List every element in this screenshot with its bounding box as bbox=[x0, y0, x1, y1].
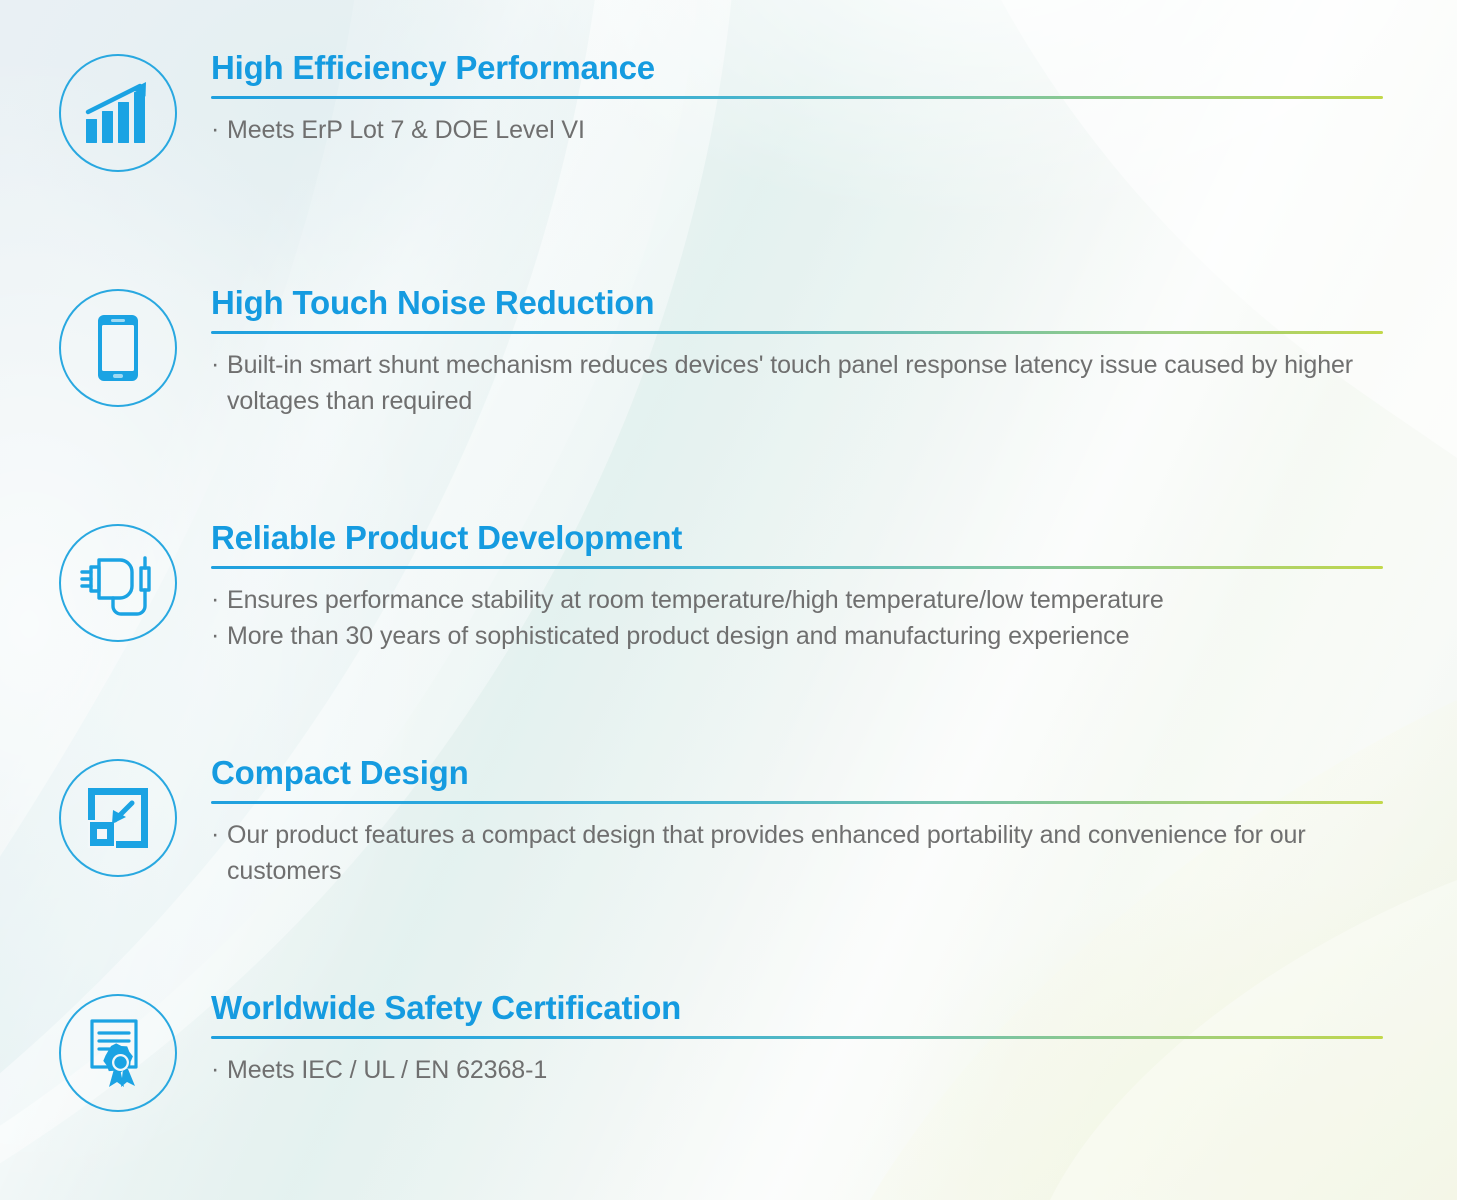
feature-bullet-list: Meets IEC / UL / EN 62368-1 bbox=[211, 1051, 1383, 1089]
feature-title: Reliable Product Development bbox=[211, 519, 683, 556]
feature-bullet-list: Built-in smart shunt mechanism reduces d… bbox=[211, 346, 1383, 420]
feature-item-high-touch-noise-reduction: High Touch Noise Reduction Built-in smar… bbox=[0, 251, 1457, 486]
feature-divider bbox=[211, 330, 1383, 334]
feature-bullet: Built-in smart shunt mechanism reduces d… bbox=[211, 346, 1383, 420]
feature-text-block: High Touch Noise Reduction Built-in smar… bbox=[211, 251, 1383, 420]
feature-divider bbox=[211, 565, 1383, 569]
feature-title: Compact Design bbox=[211, 754, 469, 791]
feature-item-worldwide-safety-certification: Worldwide Safety Certification Meets IEC… bbox=[0, 956, 1457, 1146]
bar-chart-growth-icon bbox=[59, 54, 177, 172]
feature-bullet: Meets ErP Lot 7 & DOE Level VI bbox=[211, 111, 1383, 149]
smartphone-icon bbox=[59, 289, 177, 407]
feature-divider bbox=[211, 1035, 1383, 1039]
feature-item-compact-design: Compact Design Our product features a co… bbox=[0, 721, 1457, 956]
feature-title: High Efficiency Performance bbox=[211, 49, 655, 86]
feature-divider bbox=[211, 95, 1383, 99]
feature-title: High Touch Noise Reduction bbox=[211, 284, 655, 321]
feature-text-block: Worldwide Safety Certification Meets IEC… bbox=[211, 956, 1383, 1088]
feature-item-high-efficiency-performance: High Efficiency Performance Meets ErP Lo… bbox=[0, 16, 1457, 251]
feature-list: High Efficiency Performance Meets ErP Lo… bbox=[0, 0, 1457, 1146]
compact-resize-icon bbox=[59, 759, 177, 877]
feature-bullet: More than 30 years of sophisticated prod… bbox=[211, 617, 1383, 655]
feature-item-reliable-product-development: Reliable Product Development Ensures per… bbox=[0, 486, 1457, 721]
feature-text-block: High Efficiency Performance Meets ErP Lo… bbox=[211, 16, 1383, 148]
power-adapter-icon bbox=[59, 524, 177, 642]
feature-title: Worldwide Safety Certification bbox=[211, 989, 682, 1026]
feature-bullet-list: Ensures performance stability at room te… bbox=[211, 581, 1383, 655]
certificate-seal-icon bbox=[59, 994, 177, 1112]
feature-bullet-list: Meets ErP Lot 7 & DOE Level VI bbox=[211, 111, 1383, 149]
feature-bullet: Meets IEC / UL / EN 62368-1 bbox=[211, 1051, 1383, 1089]
feature-text-block: Reliable Product Development Ensures per… bbox=[211, 486, 1383, 655]
feature-divider bbox=[211, 800, 1383, 804]
feature-bullet-list: Our product features a compact design th… bbox=[211, 816, 1383, 890]
feature-bullet: Our product features a compact design th… bbox=[211, 816, 1383, 890]
feature-bullet: Ensures performance stability at room te… bbox=[211, 581, 1383, 619]
feature-text-block: Compact Design Our product features a co… bbox=[211, 721, 1383, 890]
